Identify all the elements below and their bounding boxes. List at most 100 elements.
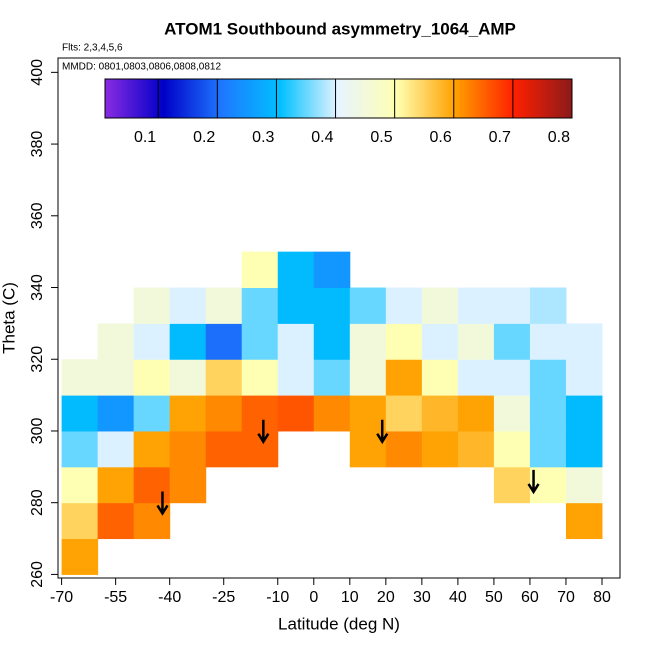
- x-axis-label: Latitude (deg N): [278, 614, 400, 633]
- heat-cell: [241, 251, 279, 289]
- colorbar-tick-label: 0.7: [489, 129, 511, 146]
- y-tick-label: 360: [29, 202, 46, 229]
- y-axis-label: Theta (C): [0, 282, 18, 354]
- heat-cell: [385, 323, 423, 360]
- x-tick-label: 60: [521, 589, 539, 606]
- heat-cell: [277, 251, 315, 289]
- y-tick-label: 320: [29, 346, 46, 373]
- heat-cell: [385, 359, 423, 396]
- heat-cell: [313, 287, 351, 324]
- heat-cell: [169, 323, 207, 360]
- heat-cell: [385, 430, 423, 468]
- heat-cell: [457, 430, 495, 468]
- heat-cell: [313, 323, 351, 360]
- heat-cell: [97, 466, 135, 504]
- note: MMDD: 0801,0803,0806,0808,0812: [62, 62, 221, 73]
- heat-cell: [97, 395, 135, 432]
- arrow: [376, 419, 389, 445]
- heat-cell: [529, 430, 567, 468]
- heat-cell: [493, 323, 531, 360]
- heat-cell: [205, 287, 243, 324]
- colorbar: [104, 78, 573, 119]
- heat-cell: [241, 287, 279, 324]
- x-tick-label: -70: [50, 589, 73, 606]
- x-tick-label: -55: [104, 589, 127, 606]
- heat-cell: [241, 359, 279, 396]
- heat-cell: [313, 251, 351, 289]
- heat-cell: [97, 502, 135, 540]
- heat-cell: [61, 430, 99, 468]
- heat-cell: [457, 395, 495, 432]
- heat-cell: [529, 466, 567, 504]
- colorbar-tick-label: 0.3: [252, 129, 274, 146]
- x-tick-label: -25: [212, 589, 235, 606]
- plot-frame: [57, 57, 621, 579]
- heat-cell: [493, 430, 531, 468]
- heat-cell: [61, 466, 99, 504]
- chart-title: ATOM1 Southbound asymmetry_1064_AMP: [164, 19, 516, 38]
- heat-cell: [277, 287, 315, 324]
- heat-cell: [61, 538, 99, 575]
- heat-cell: [493, 395, 531, 432]
- heat-cell: [349, 359, 387, 396]
- heat-cell: [457, 287, 495, 324]
- heat-cell: [385, 287, 423, 324]
- heat-cell: [529, 287, 567, 324]
- x-tick-label: 50: [485, 589, 503, 606]
- heat-cell: [205, 323, 243, 360]
- x-tick-label: 0: [309, 589, 318, 606]
- heat-cell: [349, 395, 387, 432]
- heat-cell: [493, 466, 531, 504]
- heat-cell: [349, 287, 387, 324]
- heat-cell: [493, 287, 531, 324]
- x-tick-label: 20: [377, 589, 395, 606]
- x-tick-label: 70: [557, 589, 575, 606]
- heat-cell: [457, 323, 495, 360]
- heat-cell: [421, 323, 459, 360]
- heat-cell: [529, 359, 567, 396]
- heat-cell: [349, 323, 387, 360]
- heat-cell: [169, 466, 207, 504]
- colorbar-tick-label: 0.8: [548, 129, 570, 146]
- heat-cell: [61, 502, 99, 540]
- heat-cell: [565, 323, 603, 360]
- heat-cell: [241, 323, 279, 360]
- y-tick-label: 380: [29, 131, 46, 158]
- heat-cell: [565, 359, 603, 396]
- heat-cell: [385, 395, 423, 432]
- y-tick-label: 280: [29, 489, 46, 516]
- heat-cell: [205, 430, 243, 468]
- arrow: [156, 491, 169, 516]
- colorbar-tick-label: 0.6: [430, 129, 452, 146]
- heat-cell: [349, 430, 387, 468]
- heat-cell: [133, 430, 171, 468]
- heat-cell: [205, 395, 243, 432]
- arrow: [527, 469, 540, 495]
- heat-cell: [421, 395, 459, 432]
- heat-cell: [97, 323, 135, 360]
- x-tick-label: -40: [158, 589, 181, 606]
- heat-cell: [133, 395, 171, 432]
- heat-cell: [277, 395, 315, 432]
- y-tick-label: 340: [29, 274, 46, 301]
- heat-cell: [421, 287, 459, 324]
- heat-cell: [565, 430, 603, 468]
- note: Flts: 2,3,4,5,6: [62, 43, 123, 54]
- heat-cell: [493, 359, 531, 396]
- colorbar-tick-label: 0.1: [134, 129, 156, 146]
- heat-cell: [457, 359, 495, 396]
- heat-cell: [241, 395, 279, 432]
- heat-cell: [565, 395, 603, 432]
- heat-cell: [61, 395, 99, 432]
- colorbar-tick-label: 0.4: [311, 129, 333, 146]
- heat-cell: [277, 359, 315, 396]
- heat-cell: [133, 323, 171, 360]
- heat-cell: [565, 466, 603, 504]
- y-tick-label: 300: [29, 418, 46, 445]
- heat-cell: [313, 395, 351, 432]
- heat-cell: [133, 287, 171, 324]
- heat-cell: [529, 323, 567, 360]
- heat-cell: [169, 287, 207, 324]
- heat-cell: [565, 502, 603, 540]
